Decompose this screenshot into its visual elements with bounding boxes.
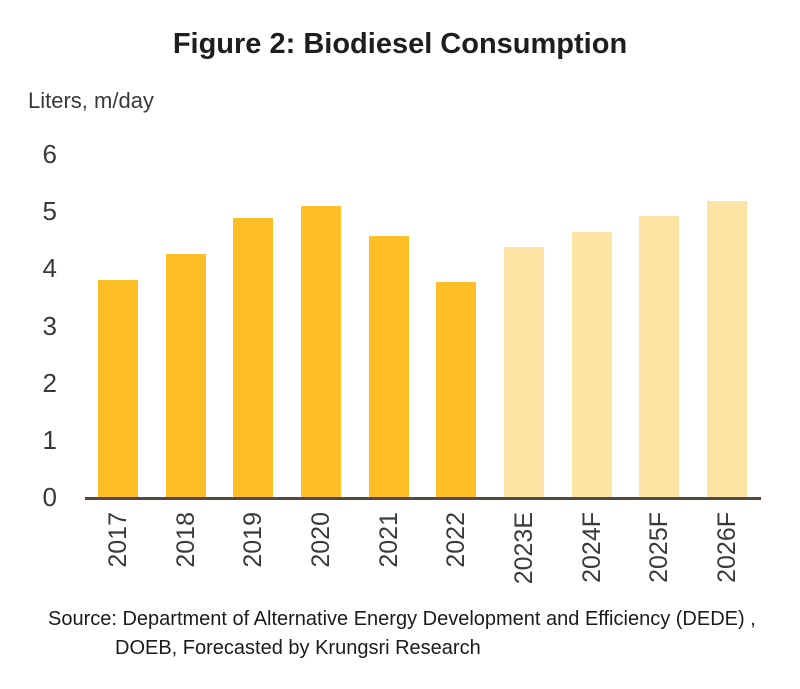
source-note-line-2: DOEB, Forecasted by Krungsri Research: [115, 637, 481, 659]
x-label-2022: 2022: [442, 512, 471, 568]
x-label-2019: 2019: [239, 512, 268, 568]
bar-2021: [368, 235, 409, 497]
bar-2022: [436, 281, 477, 497]
bar-2023E: [504, 246, 544, 497]
bar-2017: [98, 279, 138, 497]
source-note-line-1: Source: Department of Alternative Energy…: [48, 608, 756, 630]
plot-area: [85, 154, 761, 500]
y-tick-label-4: 4: [42, 253, 57, 284]
x-label-2026F: 2026F: [712, 512, 741, 583]
x-label-2021: 2021: [374, 512, 403, 568]
bar-2018: [165, 254, 206, 497]
chart-title: Figure 2: Biodiesel Consumption: [172, 28, 628, 60]
y-tick-label-5: 5: [42, 196, 57, 227]
x-label-2020: 2020: [307, 512, 335, 568]
x-label-2017: 2017: [104, 512, 132, 568]
bar-2026F: [706, 201, 747, 497]
bar-2025F: [639, 215, 680, 497]
bar-2020: [301, 205, 341, 497]
x-label-2023E: 2023E: [510, 512, 538, 585]
y-tick-label-2: 2: [42, 367, 57, 398]
bar-2019: [233, 218, 274, 497]
bar-2024F: [571, 231, 612, 497]
x-label-2025F: 2025F: [645, 512, 674, 583]
y-tick-label-3: 3: [42, 310, 57, 341]
y-tick-label-1: 1: [42, 424, 57, 455]
y-axis-unit-label: Liters, m/day: [28, 88, 154, 113]
x-label-2024F: 2024F: [577, 512, 606, 583]
y-tick-label-0: 0: [42, 482, 57, 512]
y-tick-label-6: 6: [42, 139, 57, 169]
x-label-2018: 2018: [171, 512, 200, 568]
